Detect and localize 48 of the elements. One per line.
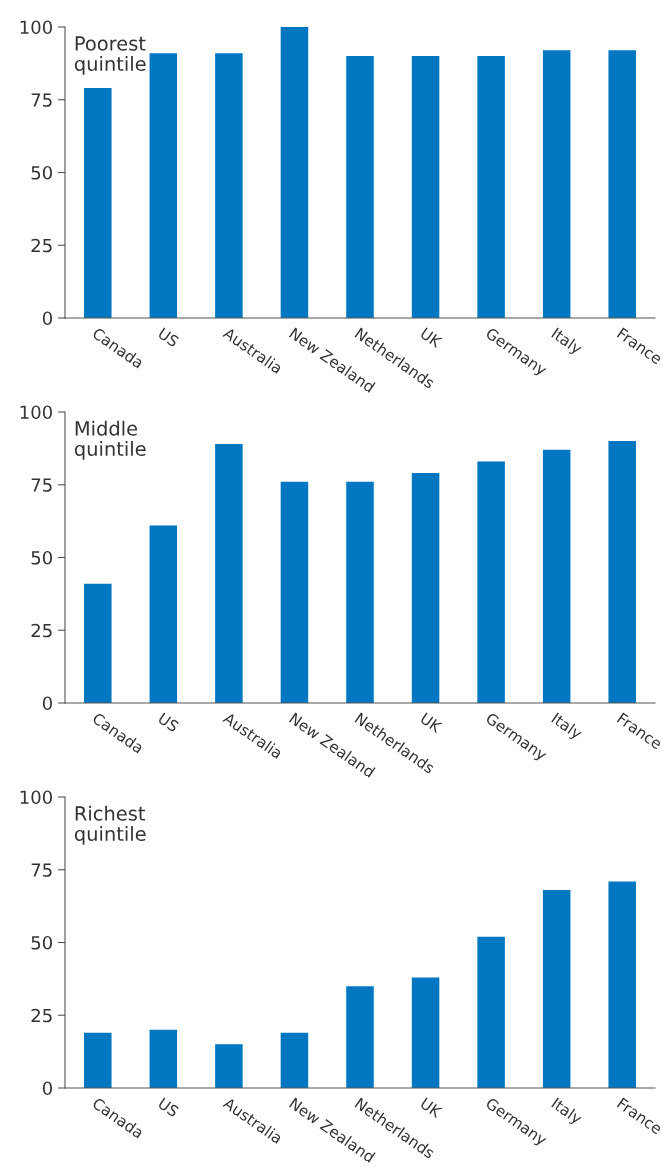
y-tick-label: 100 <box>20 20 52 35</box>
bar <box>411 977 440 1088</box>
bar <box>280 481 309 703</box>
bar <box>542 449 571 703</box>
bar <box>411 473 440 703</box>
y-tick-label: 75 <box>31 863 52 877</box>
y-tick-label: 50 <box>31 550 52 565</box>
y-tick-label: 50 <box>31 935 52 950</box>
bar <box>280 1032 309 1088</box>
y-tick-label: 100 <box>20 405 52 420</box>
y-tick-label: 25 <box>31 623 52 638</box>
y-tick-label: 25 <box>31 1008 52 1023</box>
bar <box>280 27 309 318</box>
bar <box>84 88 112 318</box>
bar <box>608 441 636 703</box>
bar <box>477 56 505 318</box>
bar <box>542 890 571 1088</box>
bar <box>477 461 505 703</box>
x-tick-label: US <box>157 327 180 348</box>
text: Poorest quintile <box>74 36 146 75</box>
bar <box>411 56 440 318</box>
bar <box>477 936 505 1088</box>
bar <box>542 50 571 318</box>
y-tick-label: 100 <box>20 790 52 805</box>
bar <box>346 481 374 703</box>
bar <box>215 1044 243 1088</box>
bar <box>608 50 636 318</box>
bar <box>215 444 243 703</box>
y-tick-label: 0 <box>42 311 52 326</box>
text: Middle quintile <box>74 420 146 460</box>
bar <box>84 583 112 703</box>
bar <box>346 56 374 318</box>
bar <box>84 1032 112 1088</box>
bar <box>149 1029 178 1088</box>
y-tick-label: 0 <box>42 1081 52 1096</box>
y-tick-label: 25 <box>31 238 52 253</box>
x-tick-label: US <box>157 712 180 733</box>
bar <box>149 525 178 703</box>
bar <box>149 53 178 318</box>
bar <box>346 986 374 1088</box>
y-tick-label: 75 <box>31 93 52 107</box>
y-tick-label: 0 <box>42 696 52 711</box>
bar <box>215 53 243 318</box>
y-tick-label: 50 <box>31 165 52 180</box>
x-tick-label: US <box>157 1097 180 1118</box>
bar <box>608 881 636 1088</box>
text: Richest quintile <box>74 805 146 845</box>
y-tick-label: 75 <box>31 478 52 492</box>
